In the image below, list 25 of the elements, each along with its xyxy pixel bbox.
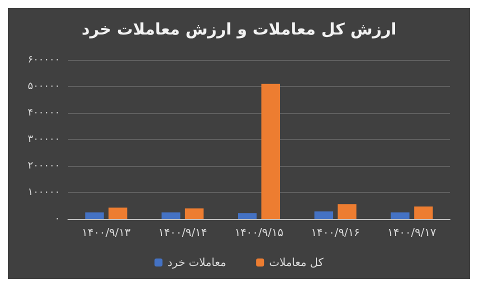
y-tick-label: ۴۰۰۰۰۰ [28, 108, 60, 118]
chart-title: ارزش کل معاملات و ارزش معاملات خرد [82, 20, 396, 38]
y-tick-label: ۰ [54, 214, 60, 224]
y-tick-label: ۶۰۰۰۰۰ [28, 54, 60, 66]
bar [108, 208, 128, 219]
bar [338, 204, 356, 219]
y-tick-label: ۳۰۰۰۰۰ [28, 134, 60, 145]
bar [414, 206, 433, 219]
legend-label: کل معاملات [269, 256, 324, 269]
y-tick-label: ۱۰۰۰۰۰ [28, 187, 60, 198]
y-tick-label: ۵۰۰۰۰۰ [28, 81, 60, 92]
bar [162, 212, 180, 219]
bar [261, 84, 280, 219]
bar [184, 208, 204, 219]
bar [390, 212, 410, 219]
bar [314, 211, 334, 219]
x-tick-label: ۱۴۰۰/۹/۱۴ [158, 226, 208, 239]
x-tick-label: ۱۴۰۰/۹/۱۶ [311, 226, 360, 239]
x-tick-label: ۱۴۰۰/۹/۱۷ [387, 226, 436, 239]
x-tick-label: ۱۴۰۰/۹/۱۳ [82, 226, 131, 239]
bar [238, 213, 257, 219]
y-tick-label: ۲۰۰۰۰۰ [28, 160, 60, 172]
x-tick-label: ۱۴۰۰/۹/۱۵ [234, 226, 284, 239]
bar [85, 212, 104, 219]
legend-label: معاملات خرد [167, 256, 226, 269]
